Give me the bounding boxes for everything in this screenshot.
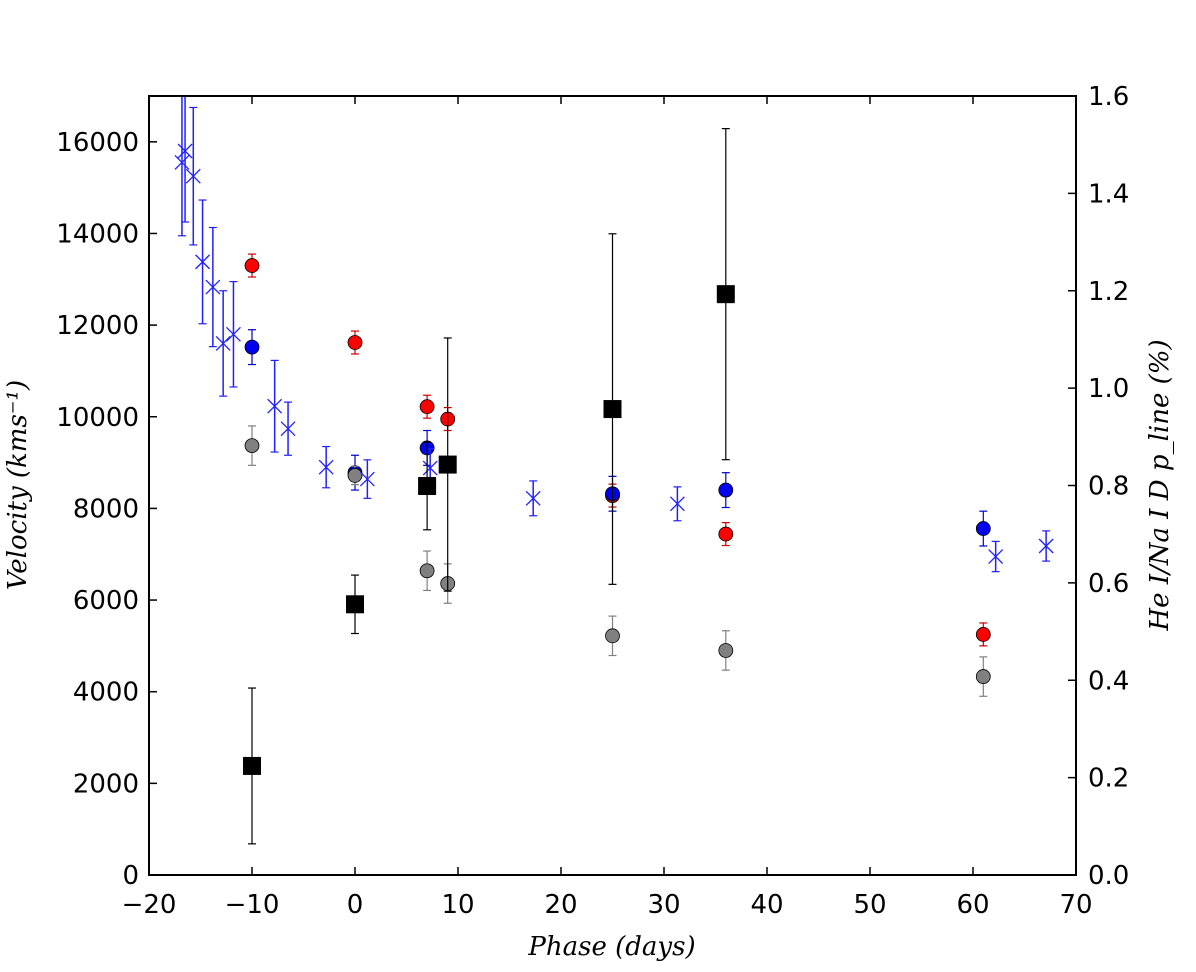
point-blue xyxy=(244,339,260,355)
y-right-tick-label: 0.2 xyxy=(1088,764,1129,794)
point-blue xyxy=(975,521,991,536)
y-left-tick-label: 0 xyxy=(122,861,139,891)
y-axis-left: 0 2000 4000 6000 8000 10000 12000 14000 16000 xyxy=(56,128,157,891)
y-left-tick-label: 2000 xyxy=(73,769,139,799)
y-left-tick-label: 8000 xyxy=(73,494,139,524)
x-tick-label: 50 xyxy=(853,890,886,920)
y-axis-left-title: Velocity (kms⁻¹) xyxy=(3,380,33,590)
y-right-tick-label: 0.4 xyxy=(1088,666,1129,696)
point-cross xyxy=(988,549,1004,564)
y-right-tick-label: 1.6 xyxy=(1088,82,1129,112)
point-gray xyxy=(718,643,734,658)
point-cross xyxy=(359,471,375,487)
x-tick-label: −20 xyxy=(122,890,177,920)
point-gray xyxy=(419,563,435,579)
point-gray xyxy=(605,628,620,644)
point-gray xyxy=(244,438,260,454)
point-cross xyxy=(215,335,231,351)
y-right-tick-label: 1.2 xyxy=(1088,277,1129,307)
y-left-tick-label: 16000 xyxy=(56,128,139,158)
y-left-tick-label: 12000 xyxy=(56,311,139,341)
point-red xyxy=(347,335,363,350)
x-axis: −20 −10 0 10 20 30 40 50 60 70 xyxy=(122,96,1093,920)
x-tick-label: 10 xyxy=(441,890,474,920)
y-left-tick-label: 10000 xyxy=(56,403,139,433)
point-square xyxy=(603,400,622,419)
point-gray xyxy=(347,468,363,483)
y-right-tick-label: 0.8 xyxy=(1088,472,1129,502)
point-cross xyxy=(226,326,241,342)
point-red xyxy=(244,258,260,273)
x-axis-title: Phase (days) xyxy=(527,932,695,962)
point-cross xyxy=(174,154,190,170)
point-cross xyxy=(195,254,211,270)
point-cross xyxy=(205,279,221,295)
x-tick-label: 70 xyxy=(1059,890,1092,920)
point-cross xyxy=(1038,538,1054,554)
point-square xyxy=(438,455,457,474)
point-cross xyxy=(422,460,438,476)
point-square xyxy=(418,476,437,495)
point-cross xyxy=(525,490,541,506)
x-tick-label: 30 xyxy=(647,890,680,920)
y-left-tick-label: 4000 xyxy=(73,678,139,708)
chart-marks xyxy=(174,95,1054,845)
point-red xyxy=(975,627,991,642)
point-square xyxy=(243,756,261,775)
y-right-tick-label: 0.0 xyxy=(1088,861,1129,891)
point-gray xyxy=(975,669,991,684)
point-square xyxy=(716,285,735,304)
y-axis-right-title: He I/Na I D p_line (%) xyxy=(1145,339,1175,631)
y-right-tick-label: 0.6 xyxy=(1088,569,1129,599)
y-right-tick-label: 1.0 xyxy=(1088,374,1129,404)
y-right-tick-label: 1.4 xyxy=(1088,179,1129,209)
x-tick-label: 20 xyxy=(544,890,577,920)
point-cross xyxy=(267,398,283,414)
point-cross xyxy=(177,143,193,159)
point-cross xyxy=(669,496,685,512)
x-tick-label: 0 xyxy=(347,890,364,920)
point-blue xyxy=(718,482,734,498)
x-tick-label: 40 xyxy=(750,890,783,920)
point-cross xyxy=(185,168,201,184)
point-red xyxy=(419,399,435,415)
y-left-tick-label: 6000 xyxy=(73,586,139,616)
point-cross xyxy=(280,421,296,437)
y-axis-right: 0.0 0.2 0.4 0.6 0.8 1.0 1.2 1.4 1.6 xyxy=(1068,82,1129,891)
x-tick-label: −10 xyxy=(225,890,280,920)
point-square xyxy=(346,595,364,614)
x-tick-label: 60 xyxy=(956,890,989,920)
y-left-tick-label: 14000 xyxy=(56,219,139,249)
point-cross xyxy=(318,459,334,475)
point-red xyxy=(718,526,734,542)
